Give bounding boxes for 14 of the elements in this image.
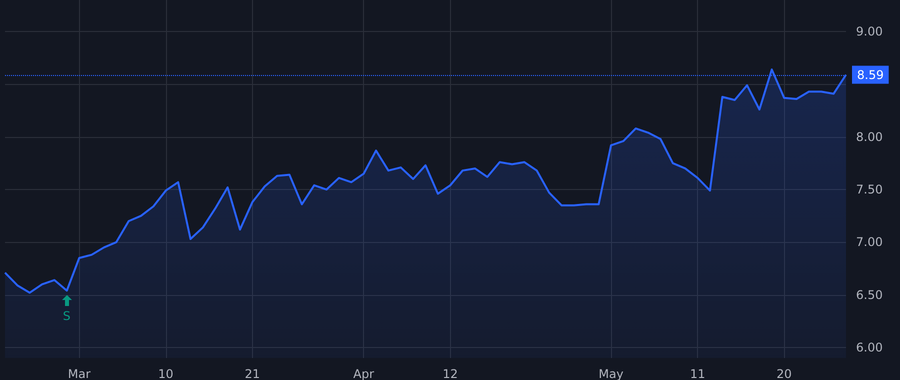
y-tick-label: 7.00 — [856, 235, 883, 250]
y-tick-label: 7.50 — [856, 182, 883, 197]
y-tick-label: 6.50 — [856, 288, 883, 302]
ref-line-label: 8.59 — [857, 68, 884, 82]
y-tick-label: 6.00 — [856, 340, 883, 354]
x-tick-label: 21 — [244, 367, 260, 380]
x-tick-label: 20 — [776, 367, 792, 380]
x-tick-label: 12 — [442, 367, 458, 380]
x-tick-label: 11 — [690, 367, 706, 380]
x-tick-label: 10 — [158, 367, 174, 380]
x-tick-label: Mar — [68, 367, 91, 380]
annotation: S — [62, 308, 70, 323]
y-tick-label: 9.00 — [856, 24, 883, 39]
y-tick-label: 8.00 — [856, 130, 883, 144]
